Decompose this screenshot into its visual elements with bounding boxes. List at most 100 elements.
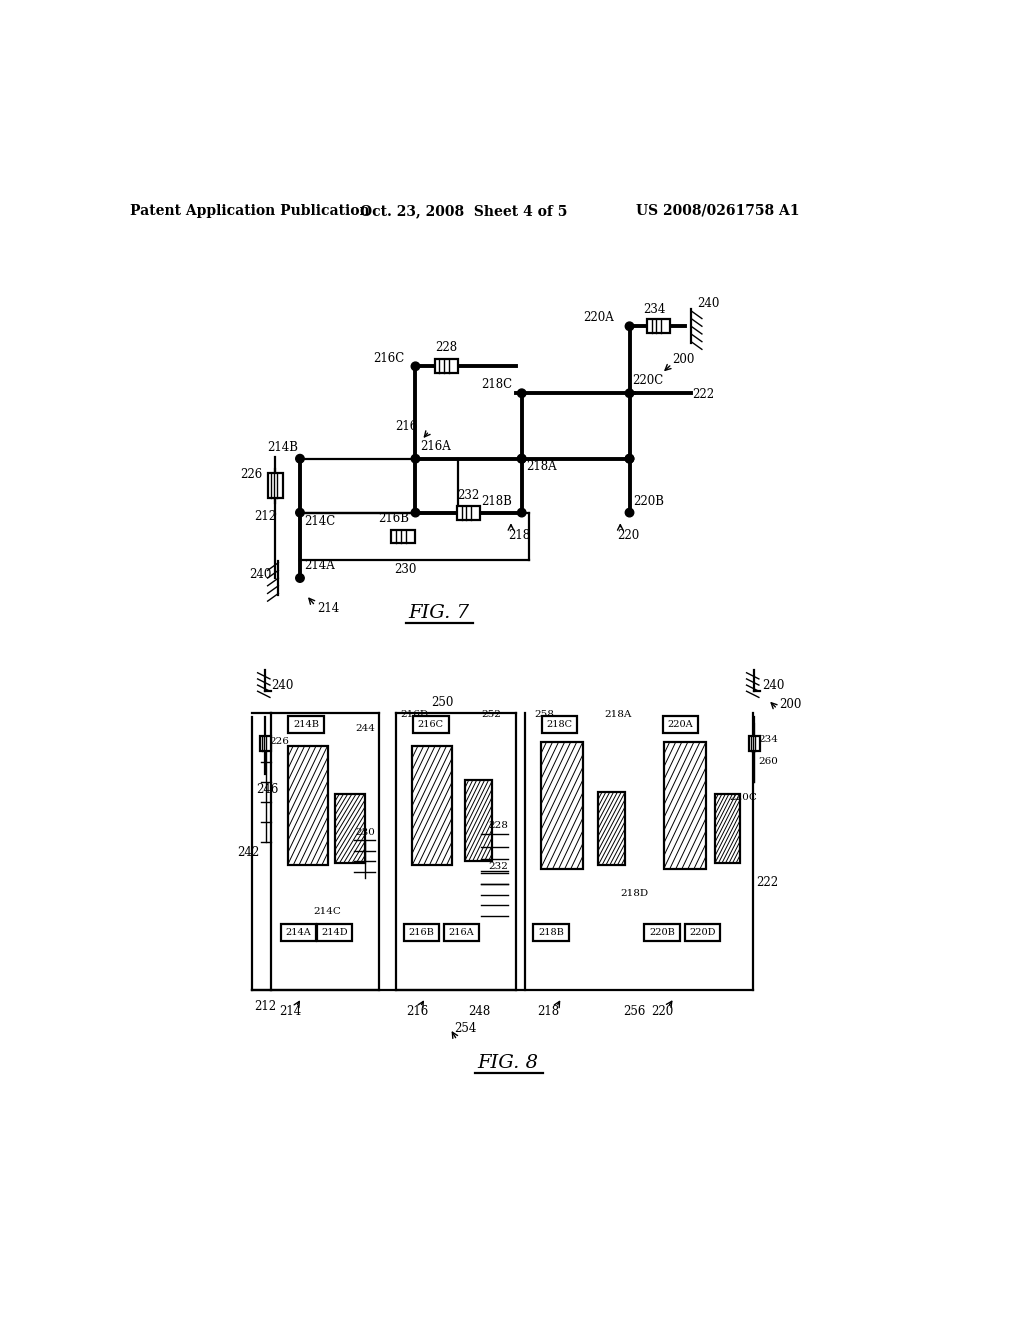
Circle shape (517, 508, 526, 517)
Circle shape (517, 389, 526, 397)
Text: 250: 250 (431, 696, 454, 709)
Bar (444, 924, 479, 941)
Bar (647, 319, 671, 333)
Text: 260: 260 (758, 756, 778, 766)
Text: 240: 240 (249, 568, 271, 581)
Text: 218A: 218A (526, 459, 557, 473)
Bar (457, 506, 480, 520)
Text: 240: 240 (762, 678, 784, 692)
Text: 214: 214 (316, 602, 339, 615)
Text: 218A: 218A (604, 710, 632, 719)
Circle shape (296, 508, 304, 517)
Circle shape (626, 322, 634, 330)
Text: 214B: 214B (267, 441, 299, 454)
Bar (336, 793, 365, 863)
Bar (267, 474, 283, 498)
Text: 218B: 218B (538, 928, 564, 937)
Text: 228: 228 (435, 342, 457, 354)
Bar (403, 924, 439, 941)
Bar (664, 742, 707, 869)
Text: 220: 220 (617, 529, 639, 543)
Bar (644, 924, 680, 941)
Text: 228: 228 (488, 821, 509, 830)
Circle shape (517, 454, 526, 463)
Text: 256: 256 (624, 1005, 646, 1018)
Circle shape (296, 454, 304, 463)
Text: 244: 244 (355, 723, 375, 733)
Text: 218C: 218C (547, 719, 572, 729)
Text: 216B: 216B (409, 928, 434, 937)
Text: 226: 226 (269, 737, 289, 746)
Circle shape (412, 362, 420, 371)
Circle shape (412, 508, 420, 517)
Bar (715, 793, 739, 863)
Text: 252: 252 (481, 710, 501, 719)
Bar (465, 780, 493, 861)
Text: 234: 234 (758, 735, 778, 744)
Circle shape (626, 454, 634, 463)
Text: 258: 258 (535, 710, 554, 719)
Bar (281, 924, 316, 941)
Text: 222: 222 (692, 388, 715, 401)
Circle shape (412, 454, 420, 463)
Text: 218: 218 (538, 1005, 559, 1018)
Text: 218C: 218C (481, 378, 513, 391)
Text: 220A: 220A (584, 310, 614, 323)
Text: 226: 226 (240, 467, 262, 480)
Bar (413, 715, 449, 733)
Text: 220A: 220A (668, 719, 693, 729)
Text: 220B: 220B (649, 928, 675, 937)
Circle shape (517, 454, 526, 463)
Text: 230: 230 (394, 564, 417, 576)
Bar (534, 924, 568, 941)
Text: 222: 222 (757, 875, 778, 888)
Text: 214A: 214A (304, 560, 335, 573)
Text: 218B: 218B (481, 495, 513, 508)
Text: 216: 216 (395, 420, 418, 433)
Bar (542, 715, 578, 733)
Text: 212: 212 (254, 1001, 275, 1014)
Text: 218: 218 (508, 529, 530, 543)
Text: 220: 220 (651, 1005, 674, 1018)
Text: 254: 254 (454, 1022, 476, 1035)
Text: 214D: 214D (322, 928, 348, 937)
Circle shape (626, 508, 634, 517)
Text: 218D: 218D (621, 890, 648, 898)
Text: 234: 234 (643, 302, 666, 315)
Text: 242: 242 (237, 846, 259, 859)
Text: FIG. 8: FIG. 8 (477, 1055, 539, 1072)
Text: 214B: 214B (293, 719, 319, 729)
Text: Oct. 23, 2008  Sheet 4 of 5: Oct. 23, 2008 Sheet 4 of 5 (359, 203, 567, 218)
Text: 232: 232 (457, 490, 479, 502)
Bar (685, 924, 720, 941)
Bar (316, 924, 352, 941)
Bar (289, 715, 324, 733)
Text: 214: 214 (280, 1005, 301, 1018)
Text: FIG. 7: FIG. 7 (408, 603, 469, 622)
Text: 240: 240 (697, 297, 720, 310)
Text: 214C: 214C (304, 515, 335, 528)
Text: 216C: 216C (418, 719, 443, 729)
Text: 220B: 220B (634, 495, 665, 508)
Text: 220C: 220C (633, 375, 664, 388)
Circle shape (296, 574, 304, 582)
Text: 214C: 214C (313, 907, 341, 916)
Text: 216: 216 (407, 1005, 428, 1018)
Text: 240: 240 (271, 678, 294, 692)
Text: 212: 212 (254, 510, 275, 523)
Text: 232: 232 (488, 862, 509, 871)
Text: 214A: 214A (286, 928, 311, 937)
Bar (435, 359, 458, 374)
Bar (391, 529, 416, 544)
Bar (663, 715, 698, 733)
Text: 246: 246 (256, 783, 279, 796)
Text: 200: 200 (779, 698, 801, 711)
Bar (288, 746, 328, 865)
Circle shape (626, 454, 634, 463)
Bar (260, 737, 270, 751)
Text: 216C: 216C (373, 352, 404, 366)
Bar (413, 746, 453, 865)
Circle shape (626, 389, 634, 397)
Text: 216D: 216D (400, 710, 428, 719)
Text: 216B: 216B (379, 512, 410, 525)
